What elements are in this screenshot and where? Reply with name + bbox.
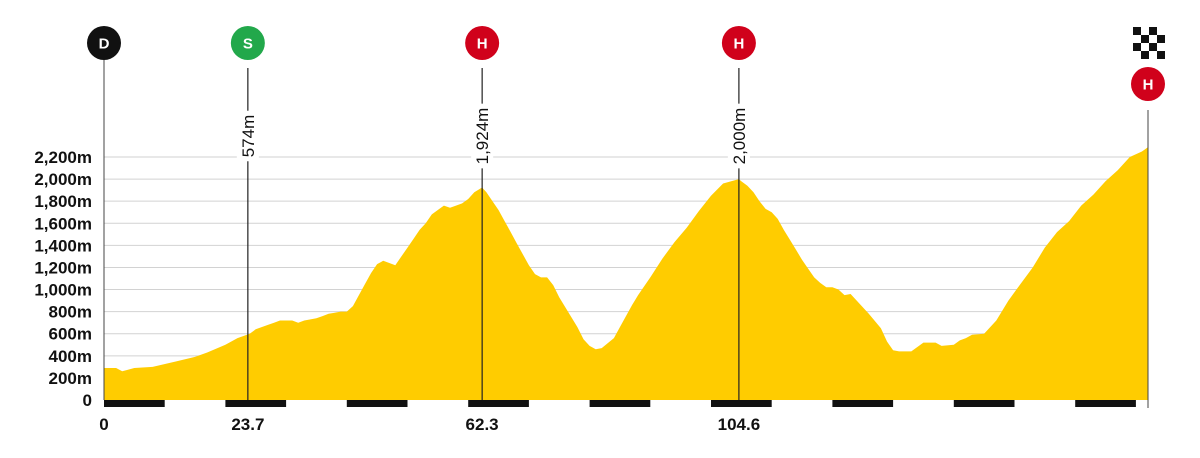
label-layer: 0 200m 400m 600m 800m 1,000m 1,200m 1,400m 1,600… (34, 103, 761, 434)
start-marker-letter: D (99, 36, 110, 53)
summit-label-bg (236, 110, 259, 162)
summit-marker-circle (230, 26, 265, 60)
finish-flag-square (1157, 51, 1165, 59)
finish-flag-icon (1133, 27, 1165, 59)
distance-bar-segment (468, 400, 529, 407)
summit-marker-letter: H (733, 36, 744, 53)
finish-flag-square (1133, 43, 1141, 51)
axis-layer (104, 400, 1136, 407)
area-layer (104, 147, 1148, 400)
start-marker-circle (87, 26, 121, 60)
finish-flag-square (1157, 35, 1165, 43)
y-tick-label: 200m (49, 369, 92, 388)
finish-flag-square (1149, 43, 1157, 51)
y-tick-label: 1,000m (34, 281, 92, 300)
summit-marker-circle (721, 26, 756, 60)
distance-bar-segment (104, 400, 165, 407)
y-tick-label: 800m (49, 303, 92, 322)
y-tick-label: 1,600m (34, 214, 92, 233)
x-tick-label: 23.7 (231, 415, 264, 434)
finish-marker-letter: H (1143, 77, 1154, 94)
distance-bar-segment (832, 400, 894, 407)
y-tick-label: 2,200m (34, 148, 92, 167)
x-tick-label: 104.6 (718, 415, 761, 434)
summit-marker: H (465, 26, 500, 60)
distance-bar-segment (346, 400, 408, 407)
summit-marker-letter: S (243, 36, 253, 53)
y-tick-label: 600m (49, 325, 92, 344)
summit-altitude-label: 1,924m (473, 108, 492, 165)
y-tick-label: 0 (83, 391, 92, 410)
x-tick-label: 0 (99, 415, 108, 434)
summit-label-bg (727, 103, 750, 169)
finish-flag-square (1149, 27, 1157, 35)
summit-altitude-label: 574m (239, 115, 258, 158)
summit-marker-circle (465, 26, 500, 60)
y-tick-label: 1,400m (34, 236, 92, 255)
finish-marker: H (1131, 67, 1165, 101)
y-tick-label: 1,200m (34, 258, 92, 277)
y-tick-label: 1,800m (34, 192, 92, 211)
finish-flag-square (1133, 27, 1141, 35)
distance-bar-segment (711, 400, 772, 407)
summit-marker: S (230, 26, 265, 60)
distance-bar-segment (1075, 400, 1136, 407)
badge-layer: D S H H H (87, 26, 1165, 101)
distance-bar-segment (225, 400, 287, 407)
summit-marker: H (721, 26, 756, 60)
elevation-area (104, 147, 1148, 400)
y-tick-label: 2,000m (34, 170, 92, 189)
distance-bar-segment (589, 400, 651, 407)
finish-marker-circle (1131, 67, 1165, 101)
summit-marker-letter: H (477, 36, 488, 53)
finish-flag-square (1141, 35, 1149, 43)
x-tick-label: 62.3 (466, 415, 499, 434)
y-tick-label: 400m (49, 347, 92, 366)
start-marker: D (87, 26, 121, 60)
summit-label-bg (471, 103, 494, 169)
distance-bar-segment (953, 400, 1015, 407)
finish-flag-square (1141, 51, 1149, 59)
summit-altitude-label: 2,000m (730, 108, 749, 165)
